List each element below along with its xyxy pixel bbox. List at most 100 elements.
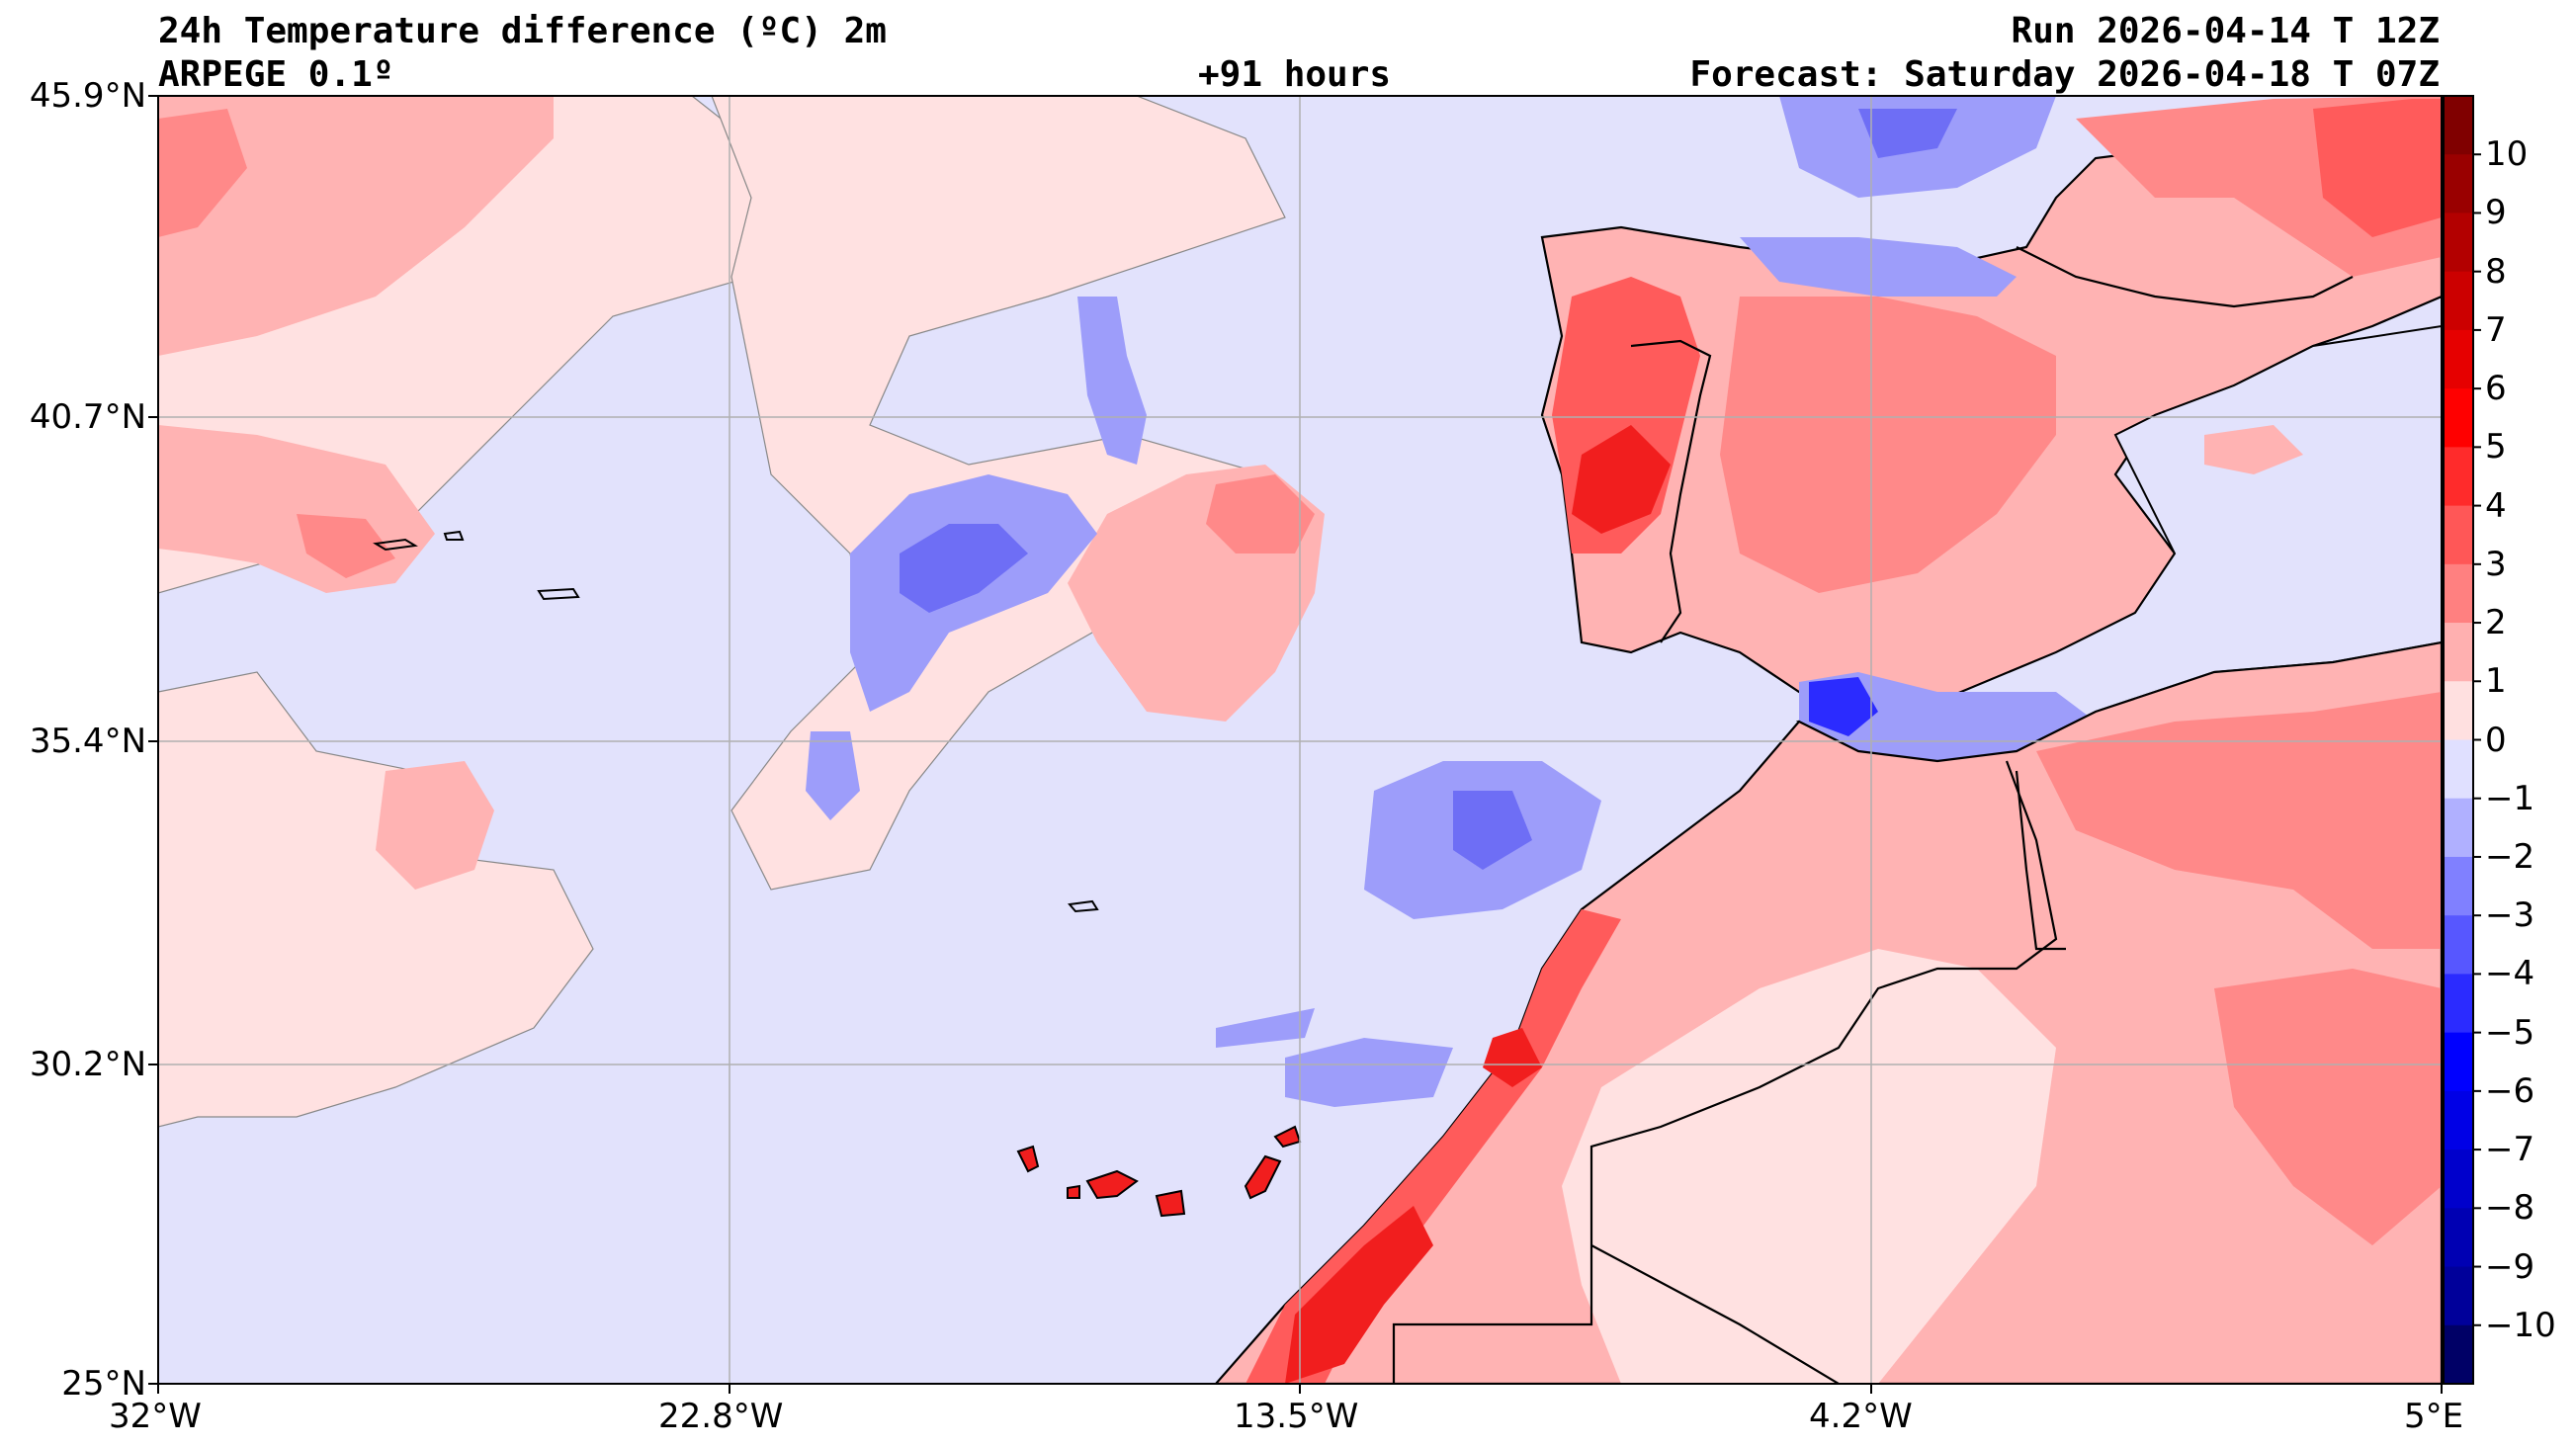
land-france-hot <box>2313 99 2442 237</box>
cold-region-central-core <box>900 524 1028 613</box>
cold-strip-alboran <box>1799 672 2096 761</box>
azores-island-3 <box>537 587 580 601</box>
forecast-label: Forecast: Saturday 2026-04-18 T 07Z <box>1689 54 2440 95</box>
colorbar-swatch <box>2444 329 2473 389</box>
colorbar-swatch <box>2444 505 2473 565</box>
canary-island-1 <box>1016 1145 1040 1173</box>
colorbar-tick-label: −8 <box>2485 1188 2535 1229</box>
colorbar-frame <box>2443 95 2474 1385</box>
colorbar-tick-label: 3 <box>2485 544 2507 584</box>
warm-plume-hotspot <box>1206 474 1315 554</box>
lead-time: +91 hours <box>1198 54 1392 95</box>
land-iberia-warm-central <box>1720 297 2056 593</box>
cold-strip-biscay <box>1740 237 2017 297</box>
land-iberia-hotspot <box>1572 425 1671 534</box>
land-sahara-warm-east <box>2214 969 2442 1245</box>
cold-patch-canary-strip <box>1216 1008 1315 1048</box>
border-western-sahara <box>1392 1226 1593 1384</box>
cold-patch-canary <box>1285 1038 1453 1107</box>
colorbar-swatch <box>2444 623 2473 682</box>
colorbar-tick-label: 1 <box>2485 661 2507 702</box>
colorbar-tick-label: 9 <box>2485 193 2507 233</box>
canary-island-2 <box>1085 1169 1139 1200</box>
warm-patch-west-core <box>297 514 395 578</box>
border-spain-france <box>2016 246 2354 308</box>
border-algeria-tunisia <box>2015 770 2066 951</box>
warm-region-northwest-core <box>158 109 247 237</box>
warm-patch-southwest <box>376 761 494 890</box>
title-line2: ARPEGE 0.1º <box>158 54 394 95</box>
colorbar-swatch <box>2444 388 2473 448</box>
colorbar-tick-label: −3 <box>2485 895 2535 936</box>
warm-region-southwest <box>158 671 594 1128</box>
colorbar-tick-label: −9 <box>2485 1246 2535 1287</box>
title-line1: 24h Temperature difference (ºC) 2m <box>158 11 887 51</box>
land-africa-hot-patch <box>1483 1028 1542 1087</box>
lat-label-25: 25°N <box>61 1364 146 1404</box>
colorbar-tick-label: 0 <box>2485 720 2507 760</box>
canary-island-4 <box>1244 1154 1282 1200</box>
colorbar-swatch <box>2444 1150 2473 1209</box>
land-africa-coastal-hot <box>1245 909 1621 1384</box>
land-sahara-warm <box>2036 692 2442 949</box>
colorbar-tick-label: 6 <box>2485 369 2507 409</box>
colorbar-swatch <box>2444 1090 2473 1150</box>
colorbar-swatch <box>2444 213 2473 273</box>
azores-island-2 <box>443 530 465 541</box>
colorbar-swatch <box>2444 563 2473 624</box>
azores-island-1 <box>373 538 418 552</box>
warm-region-northwest-strong <box>158 96 554 356</box>
colorbar-tick-label: 5 <box>2485 427 2507 468</box>
warm-patch-mediterranean <box>2204 425 2303 474</box>
colorbar-swatch <box>2444 1032 2473 1092</box>
colorbar-tick-label: 10 <box>2485 134 2529 175</box>
lon-label-32w: 32°W <box>109 1397 202 1436</box>
border-morocco-algeria <box>1589 760 2058 1226</box>
border-portugal-spain <box>1630 339 1712 643</box>
lat-label-45-9: 45.9°N <box>29 76 146 116</box>
lat-label-40-7: 40.7°N <box>29 397 146 437</box>
lat-label-35-4: 35.4°N <box>29 722 146 761</box>
colorbar-swatch <box>2444 271 2473 331</box>
colorbar-swatch <box>2444 154 2473 213</box>
border-mauritania <box>1590 1244 1840 1384</box>
colorbar-swatch <box>2444 447 2473 507</box>
cold-strip-alboran-core <box>1809 677 1878 736</box>
colorbar-tick-label: 4 <box>2485 485 2507 526</box>
plot-area <box>158 96 2442 1384</box>
colorbar-tick-label: 8 <box>2485 251 2507 292</box>
colorbar-swatch <box>2444 96 2473 155</box>
colorbar-tick-label: −4 <box>2485 954 2535 994</box>
cold-patch-north-central <box>1077 297 1147 465</box>
canary-island-3 <box>1155 1189 1186 1218</box>
land-africa-coastal-hotspot <box>1285 1206 1433 1384</box>
gridlines <box>158 96 2442 1384</box>
cold-patch-small <box>806 731 860 820</box>
lon-label-22-8w: 22.8°W <box>658 1397 784 1436</box>
colorbar-swatch <box>2444 798 2473 858</box>
colorbar-swatch <box>2444 681 2473 740</box>
canary-island-6 <box>1067 1184 1080 1199</box>
run-label: Run 2026-04-14 T 12Z <box>2011 11 2440 51</box>
colorbar-tick-label: 2 <box>2485 603 2507 643</box>
lon-label-13-5w: 13.5°W <box>1234 1397 1359 1436</box>
colorbar-tick-label: −7 <box>2485 1130 2535 1170</box>
cold-region-east-ocean-core <box>1453 791 1532 870</box>
colorbar-swatch <box>2444 1208 2473 1268</box>
lat-label-30-2: 30.2°N <box>29 1045 146 1084</box>
colorbar-tick-label: −2 <box>2485 836 2535 877</box>
land-africa-pale-band <box>1562 949 2056 1384</box>
axis-ticks <box>148 95 2443 1394</box>
colorbar-swatch <box>2444 915 2473 975</box>
colorbar <box>2444 96 2481 1385</box>
colorbar-tick-label: −10 <box>2485 1305 2556 1345</box>
colorbar-tick-label: −1 <box>2485 778 2535 818</box>
lon-label-5e: 5°E <box>2404 1397 2464 1436</box>
colorbar-tick-label: −6 <box>2485 1070 2535 1111</box>
colorbar-swatch <box>2444 1324 2473 1385</box>
colorbar-swatch <box>2444 1266 2473 1326</box>
cold-region-bay-core <box>1858 109 1957 158</box>
lon-label-4-2w: 4.2°W <box>1809 1397 1913 1436</box>
colorbar-tick-label: −5 <box>2485 1012 2535 1053</box>
